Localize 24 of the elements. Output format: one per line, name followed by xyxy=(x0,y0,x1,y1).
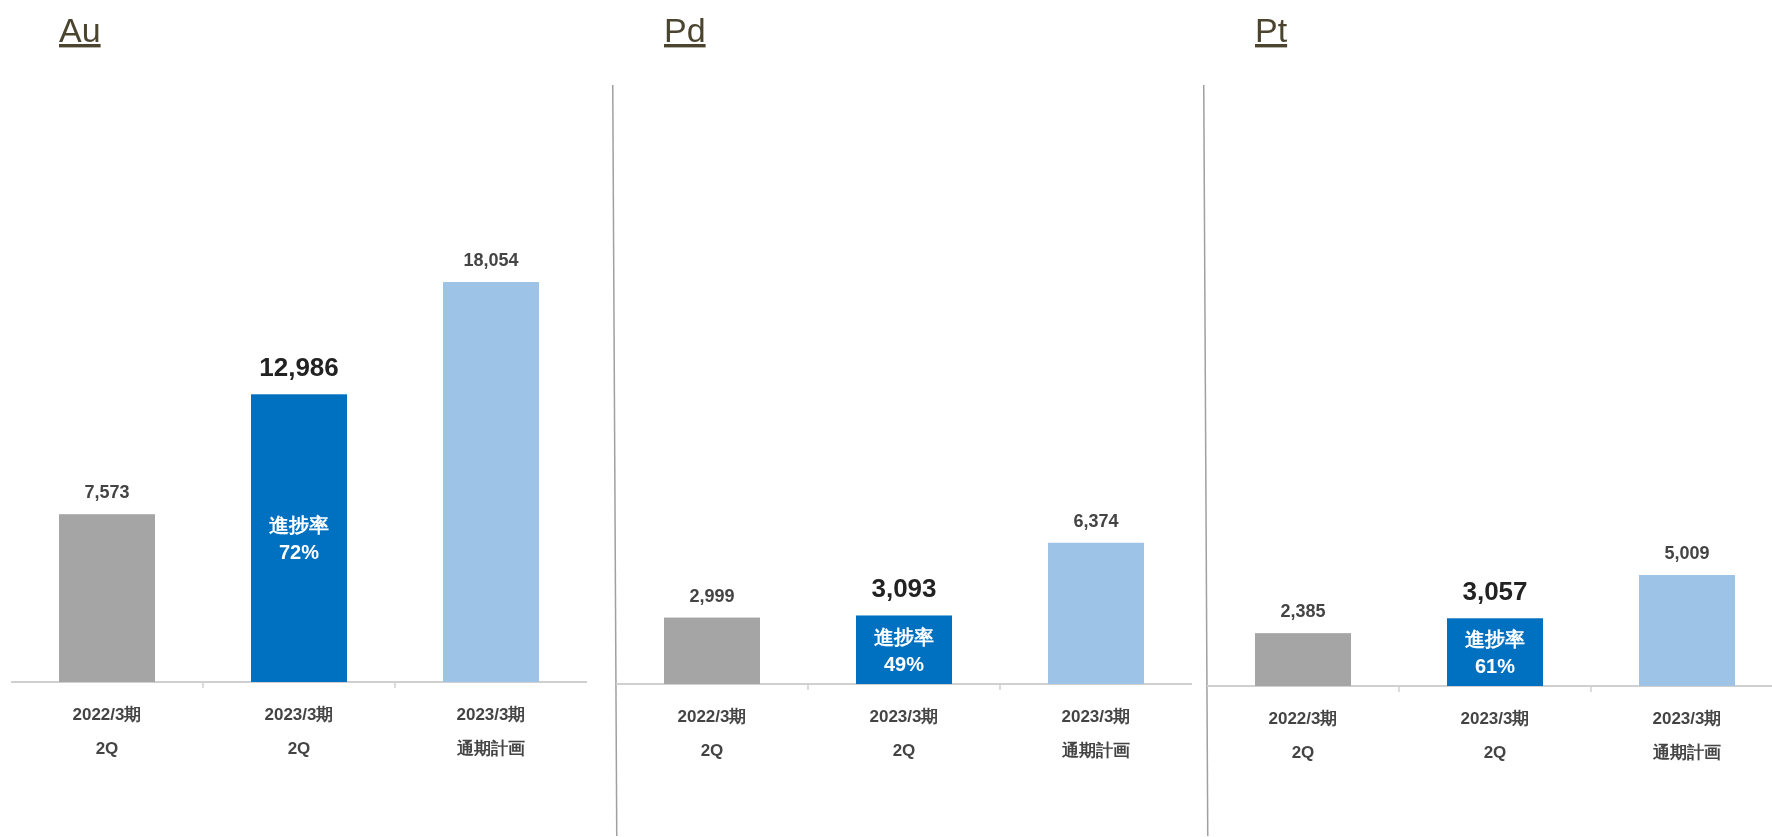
x-tick-label: 2023/3期通期計画 xyxy=(1061,707,1131,760)
annotation: 進捗率 72% xyxy=(269,514,329,564)
x-tick-label: 2023/3期通期計画 xyxy=(1652,709,1722,762)
x-tick-label: 2023/3期 2Q xyxy=(869,707,939,760)
x-tick-label: 2022/3期 2Q xyxy=(72,705,142,758)
data-label: 2,385 xyxy=(1280,601,1326,622)
annotation: 進捗率 49% xyxy=(874,625,934,675)
data-label: 5,009 xyxy=(1664,543,1710,564)
data-label: 2,999 xyxy=(689,585,735,606)
x-tick-label: 2023/3期 2Q xyxy=(264,705,334,758)
data-label: 6,374 xyxy=(1073,510,1119,531)
data-label: 12,986 xyxy=(259,352,339,383)
annotation: 進捗率 61% xyxy=(1465,628,1525,678)
data-label: 3,057 xyxy=(1462,576,1528,607)
data-label: 18,054 xyxy=(463,250,519,270)
chart-title: Pd xyxy=(664,11,706,49)
chart-title: Pt xyxy=(1255,11,1288,49)
data-label: 7,573 xyxy=(84,482,130,503)
x-tick-label: 2022/3期 2Q xyxy=(677,707,747,760)
chart-title: Au xyxy=(59,11,101,49)
data-label: 3,093 xyxy=(871,573,937,604)
x-tick-label: 2023/3期 2Q xyxy=(1460,709,1530,762)
x-tick-label: 2023/3期通期計画 xyxy=(456,705,526,758)
x-tick-label: 2022/3期 2Q xyxy=(1268,709,1338,762)
